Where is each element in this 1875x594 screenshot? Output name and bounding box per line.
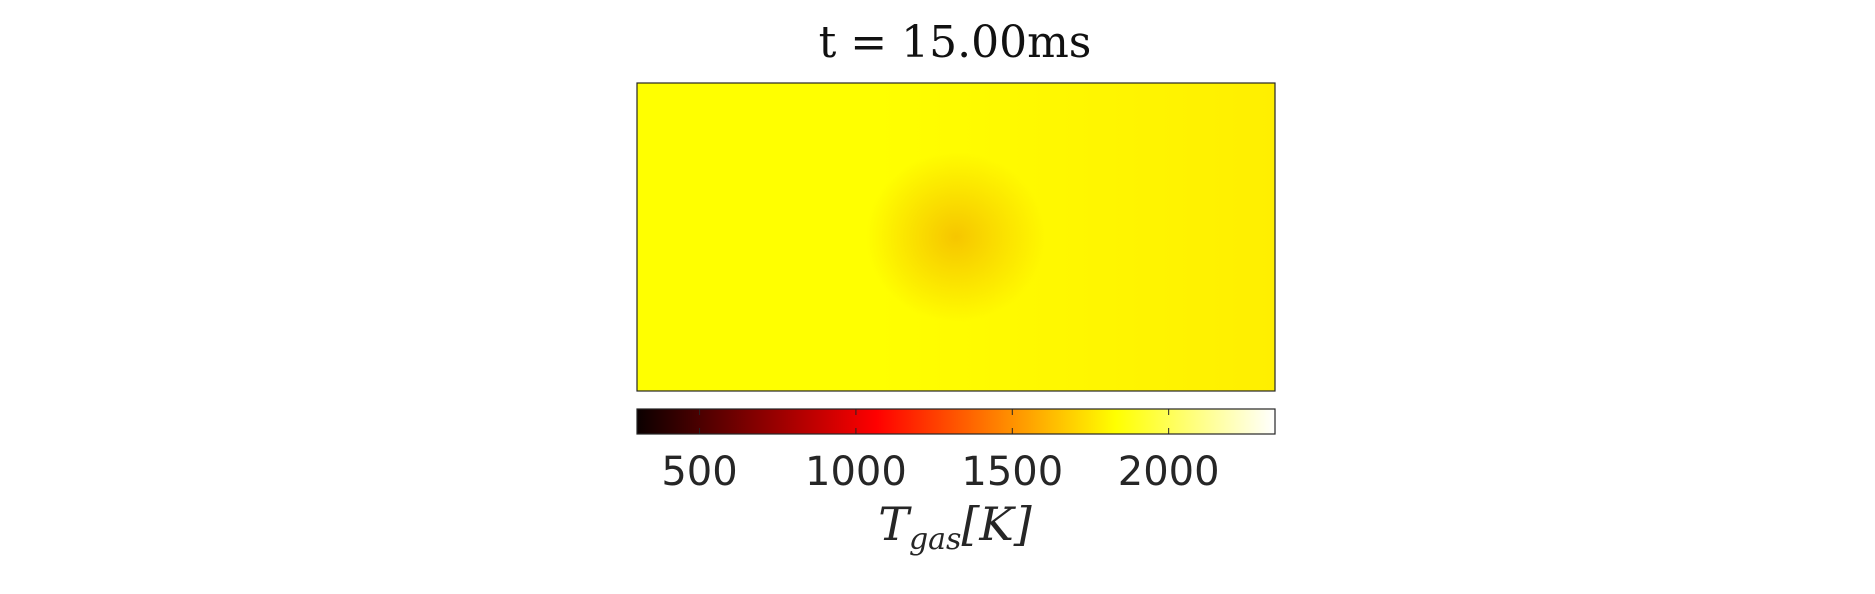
colorbar-frame — [636, 408, 1276, 435]
colorbar-label-unit: [K] — [961, 497, 1031, 551]
colorbar-label: Tgas[K] — [878, 497, 1031, 557]
colorbar-label-sub: gas — [909, 522, 962, 557]
colorbar-tick-labels: 500 1000 1500 2000 — [661, 449, 1219, 495]
colorbar-bar — [637, 409, 1275, 434]
chart-title: t = 15.00ms — [819, 17, 1092, 68]
colorbar-tick-label: 1000 — [805, 449, 907, 495]
heatmap-plot — [636, 82, 1276, 392]
plot-frame — [636, 82, 1276, 392]
colorbar-label-main: T — [878, 497, 912, 551]
colorbar-ticks — [699, 409, 1170, 434]
colorbar-tick-label: 2000 — [1118, 449, 1220, 495]
colorbar: 500 1000 1500 2000 — [636, 408, 1276, 495]
heatmap-hotspot — [866, 152, 1046, 322]
colorbar-tick-label: 500 — [661, 449, 737, 495]
colorbar-tick-label: 1500 — [961, 449, 1063, 495]
